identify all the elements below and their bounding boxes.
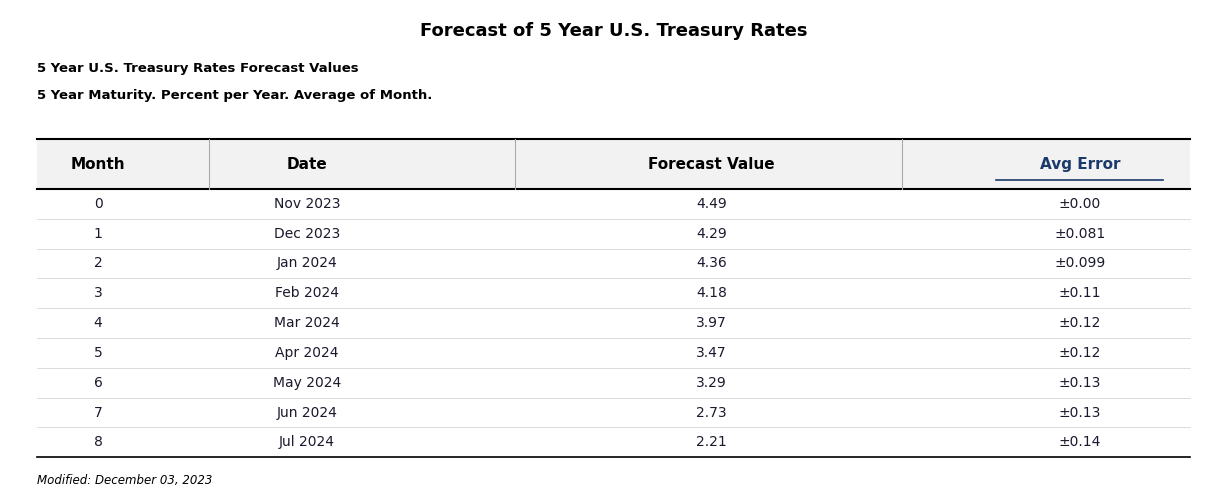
Text: 5 Year Maturity. Percent per Year. Average of Month.: 5 Year Maturity. Percent per Year. Avera… [37, 89, 432, 102]
Text: 1: 1 [93, 227, 103, 241]
Text: 2: 2 [93, 256, 103, 270]
Text: 4.36: 4.36 [696, 256, 728, 270]
Text: 3.29: 3.29 [696, 376, 728, 390]
Text: Jun 2024: Jun 2024 [276, 406, 337, 419]
Text: 2.73: 2.73 [697, 406, 726, 419]
Text: 5: 5 [93, 346, 103, 360]
Text: May 2024: May 2024 [272, 376, 341, 390]
Text: Avg Error: Avg Error [1039, 157, 1120, 171]
Text: 4.49: 4.49 [696, 197, 728, 211]
Text: ±0.12: ±0.12 [1059, 316, 1101, 330]
Text: ±0.11: ±0.11 [1059, 286, 1101, 300]
Text: 0: 0 [93, 197, 103, 211]
Text: Feb 2024: Feb 2024 [275, 286, 339, 300]
Text: ±0.099: ±0.099 [1054, 256, 1106, 270]
Text: 3.47: 3.47 [697, 346, 726, 360]
Text: 3.97: 3.97 [696, 316, 728, 330]
Text: 3: 3 [93, 286, 103, 300]
Text: Forecast of 5 Year U.S. Treasury Rates: Forecast of 5 Year U.S. Treasury Rates [420, 22, 807, 40]
Text: 7: 7 [93, 406, 103, 419]
Text: ±0.13: ±0.13 [1059, 376, 1101, 390]
Text: 4.18: 4.18 [696, 286, 728, 300]
Text: ±0.081: ±0.081 [1054, 227, 1106, 241]
Text: 2.21: 2.21 [696, 435, 728, 449]
Text: ±0.13: ±0.13 [1059, 406, 1101, 419]
Text: 8: 8 [93, 435, 103, 449]
Text: Apr 2024: Apr 2024 [275, 346, 339, 360]
Text: 4.29: 4.29 [696, 227, 728, 241]
Text: Modified: December 03, 2023: Modified: December 03, 2023 [37, 474, 212, 487]
Text: ±0.00: ±0.00 [1059, 197, 1101, 211]
Text: Date: Date [286, 157, 328, 171]
Text: 6: 6 [93, 376, 103, 390]
Text: ±0.14: ±0.14 [1059, 435, 1101, 449]
Text: Mar 2024: Mar 2024 [274, 316, 340, 330]
Text: Jan 2024: Jan 2024 [276, 256, 337, 270]
Text: Nov 2023: Nov 2023 [274, 197, 340, 211]
Text: 5 Year U.S. Treasury Rates Forecast Values: 5 Year U.S. Treasury Rates Forecast Valu… [37, 62, 358, 75]
Text: Jul 2024: Jul 2024 [279, 435, 335, 449]
Text: Forecast Value: Forecast Value [648, 157, 775, 171]
Text: Dec 2023: Dec 2023 [274, 227, 340, 241]
Text: 4: 4 [93, 316, 103, 330]
Text: ±0.12: ±0.12 [1059, 346, 1101, 360]
Text: Month: Month [71, 157, 125, 171]
